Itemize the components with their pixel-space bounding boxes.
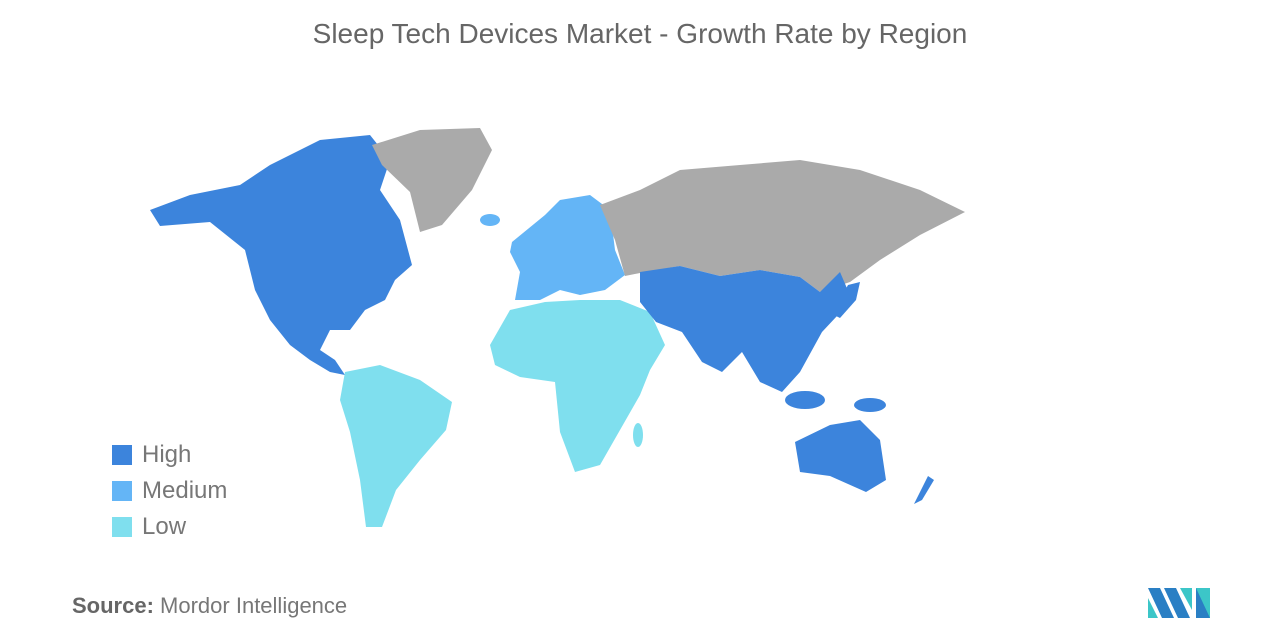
region-greenland xyxy=(372,128,492,232)
mordor-intelligence-logo xyxy=(1148,588,1210,618)
legend: High Medium Low xyxy=(112,437,227,545)
legend-swatch-high xyxy=(112,445,132,465)
region-europe xyxy=(510,195,625,300)
region-russia xyxy=(600,160,965,292)
source-value: Mordor Intelligence xyxy=(160,593,348,618)
source-note: Source: Mordor Intelligence xyxy=(72,593,347,619)
legend-item-low: Low xyxy=(112,509,227,545)
legend-label: Low xyxy=(142,513,187,540)
region-asia xyxy=(640,266,852,392)
region-new-guinea xyxy=(854,398,886,412)
legend-item-high: High xyxy=(112,437,227,473)
source-label: Source: xyxy=(72,593,154,618)
legend-swatch-low xyxy=(112,517,132,537)
region-middle-east-africa xyxy=(490,300,665,472)
legend-item-medium: Medium xyxy=(112,473,227,509)
region-south-america xyxy=(340,365,452,527)
legend-label: High xyxy=(142,441,192,468)
legend-swatch-medium xyxy=(112,481,132,501)
region-madagascar xyxy=(633,423,643,447)
region-indonesia xyxy=(785,391,825,409)
region-iceland xyxy=(480,214,500,226)
region-north-america xyxy=(150,135,412,375)
region-japan xyxy=(832,282,860,318)
legend-label: Medium xyxy=(142,477,228,504)
chart-title: Sleep Tech Devices Market - Growth Rate … xyxy=(312,18,968,49)
region-new-zealand xyxy=(914,476,934,504)
region-australia xyxy=(795,420,886,492)
